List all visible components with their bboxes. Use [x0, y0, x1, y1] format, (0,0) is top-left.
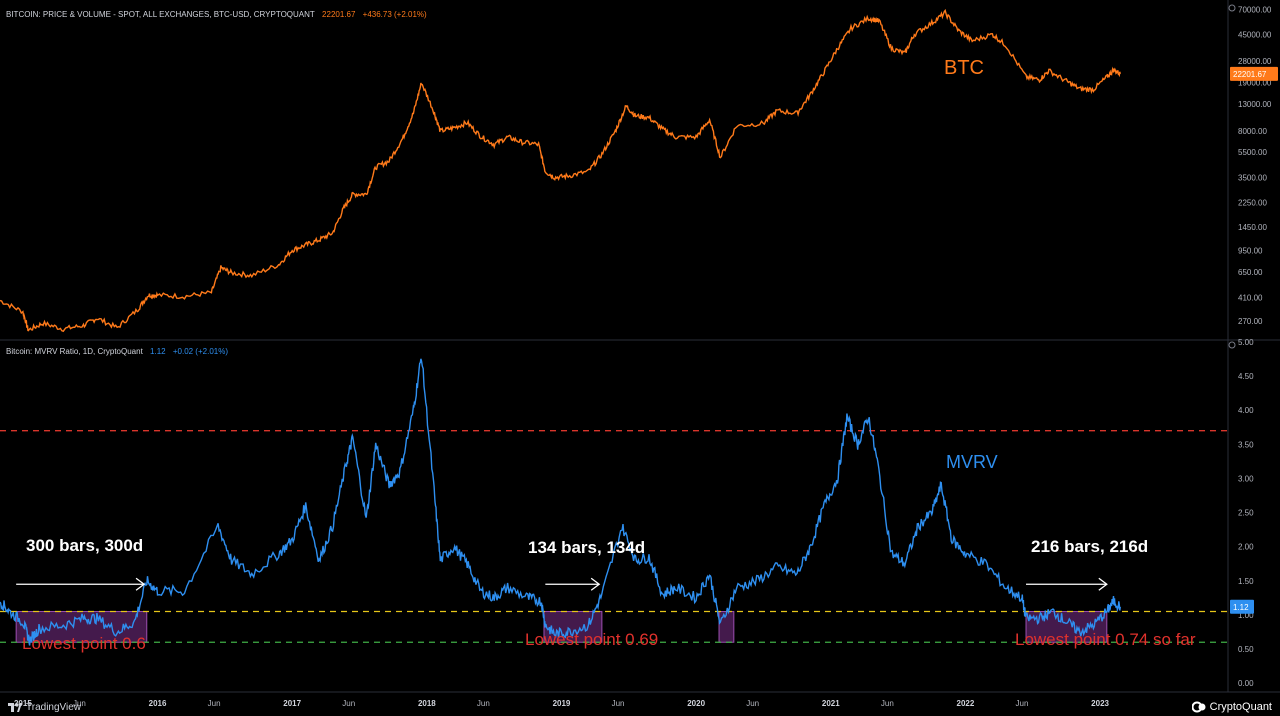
mvrv-change: +0.02 (+2.01%): [172, 347, 228, 356]
time-axis-tick-label: Jun: [477, 699, 490, 708]
tradingview-brand[interactable]: TradingView: [8, 702, 81, 713]
tradingview-logo-icon: [8, 703, 22, 712]
cryptoquant-label: CryptoQuant: [1209, 701, 1272, 713]
time-axis-tick-label: Jun: [612, 699, 625, 708]
footer-bar: TradingView CryptoQuant: [0, 696, 1280, 716]
price-axis-tick-label: 3500.00: [1238, 173, 1267, 182]
mvrv-pane-title: Bitcoin: MVRV Ratio, 1D, CryptoQuant 1.1…: [6, 347, 233, 356]
price-axis-tick-label: 2250.00: [1238, 198, 1267, 207]
price-axis-tick-label: 70000.00: [1238, 5, 1272, 14]
price-axis-tick-label: 950.00: [1238, 247, 1263, 256]
bottom-zone-rect: [718, 611, 735, 643]
gear-ring: [1228, 4, 1236, 12]
bars-annotation-1: 300 bars, 300d: [26, 536, 144, 555]
time-axis-tick-label: Jun: [1016, 699, 1029, 708]
mvrv-axis-tick-label: 0.00: [1238, 679, 1254, 688]
time-axis-tick-label: 2017: [283, 699, 301, 708]
time-axis-tick-label: Jun: [342, 699, 355, 708]
lowest-point-annotation-2: Lowest point 0.69: [525, 630, 659, 649]
mvrv-axis-tick-label: 3.50: [1238, 440, 1254, 449]
mvrv-axis-tick-label: 4.50: [1238, 372, 1254, 381]
mvrv-axis-tick-label: 2.50: [1238, 509, 1254, 518]
mvrv-pane-title-text: Bitcoin: MVRV Ratio, 1D, CryptoQuant: [6, 347, 143, 356]
mvrv-series-label: MVRV: [946, 452, 998, 472]
time-axis-tick-label: 2016: [149, 699, 167, 708]
price-axis-tick-label: 8000.00: [1238, 127, 1267, 136]
mvrv-price-tag: 1.12: [1233, 603, 1249, 612]
time-axis-tick-label: Jun: [73, 699, 86, 708]
mvrv-axis-tick-label: 1.50: [1238, 577, 1254, 586]
mvrv-axis-tick-label: 4.00: [1238, 406, 1254, 415]
price-axis-tick-label: 650.00: [1238, 268, 1263, 277]
mvrv-axis-tick-label: 3.00: [1238, 474, 1254, 483]
btc-series-label: BTC: [944, 57, 984, 79]
price-pane-title-text: BITCOIN: PRICE & VOLUME - SPOT, ALL EXCH…: [6, 10, 315, 19]
price-axis-tick-label: 1450.00: [1238, 223, 1267, 232]
btc-price-line: [0, 8, 1121, 333]
mvrv-axis-tick-label: 0.50: [1238, 645, 1254, 654]
mvrv-ratio-line: [0, 358, 1121, 646]
duration-arrow-head: [135, 577, 146, 591]
cryptoquant-brand[interactable]: CryptoQuant: [1191, 701, 1272, 713]
duration-arrow-head: [1098, 577, 1108, 591]
time-axis-tick-label: 2023: [1091, 699, 1109, 708]
duration-arrow-head: [590, 577, 601, 591]
price-axis-tick-label: 19000.00: [1238, 79, 1272, 88]
price-axis-tick-label: 28000.00: [1238, 57, 1272, 66]
lowest-point-annotation-1: Lowest point 0.6: [22, 634, 146, 653]
btc-price-tag: 22201.67: [1233, 70, 1267, 79]
lowest-point-annotation-3: Lowest point 0.74 so far: [1015, 630, 1196, 649]
mvrv-price-tag-bg: [1230, 599, 1254, 614]
mvrv-axis-tick-label: 1.00: [1238, 611, 1254, 620]
time-axis-tick-label: 2020: [687, 699, 705, 708]
time-axis-tick-label: 2021: [822, 699, 840, 708]
price-axis-tick-label: 45000.00: [1238, 30, 1272, 39]
time-axis-tick-label: 2018: [418, 699, 436, 708]
price-axis-tick-label: 13000.00: [1238, 100, 1272, 109]
btc-price-tag-bg: [1230, 66, 1278, 81]
time-axis-tick-label: 2019: [553, 699, 571, 708]
time-axis-tick-label: 2015: [14, 699, 32, 708]
bars-annotation-3: 216 bars, 216d: [1031, 537, 1149, 556]
price-last-value: 22201.67: [322, 10, 356, 19]
tradingview-label: TradingView: [26, 702, 82, 713]
gear-ring: [1228, 341, 1236, 349]
price-axis-tick-label: 410.00: [1238, 294, 1263, 303]
mvrv-axis-tick-label: 2.00: [1238, 543, 1254, 552]
bars-annotation-2: 134 bars, 134d: [528, 538, 646, 557]
time-axis-tick-label: Jun: [881, 699, 894, 708]
time-axis-tick-label: Jun: [746, 699, 759, 708]
price-pane-title: BITCOIN: PRICE & VOLUME - SPOT, ALL EXCH…: [6, 10, 432, 19]
cryptoquant-logo-icon: [1191, 701, 1206, 713]
price-axis-tick-label: 270.00: [1238, 317, 1263, 326]
time-axis-tick-label: 2022: [957, 699, 975, 708]
settings-gear-icon: [1228, 341, 1236, 349]
mvrv-axis-tick-label: 5.00: [1238, 338, 1254, 347]
time-axis-tick-label: Jun: [208, 699, 221, 708]
settings-gear-icon: [1228, 4, 1236, 12]
mvrv-last-value: 1.12: [150, 347, 166, 356]
price-change: +436.73 (+2.01%): [362, 10, 427, 19]
price-axis-tick-label: 5500.00: [1238, 148, 1267, 157]
